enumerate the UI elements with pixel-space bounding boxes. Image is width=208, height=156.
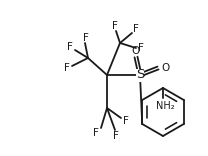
Text: F: F (83, 33, 89, 43)
Text: F: F (67, 42, 73, 52)
Text: O: O (132, 46, 140, 56)
Text: F: F (64, 63, 70, 73)
Text: F: F (112, 21, 118, 31)
Text: F: F (93, 128, 99, 138)
Text: F: F (133, 24, 139, 34)
Text: F: F (113, 131, 119, 141)
Text: F: F (123, 116, 129, 126)
Text: O: O (161, 63, 169, 73)
Text: S: S (136, 68, 144, 81)
Text: F: F (138, 43, 144, 53)
Text: NH₂: NH₂ (156, 101, 174, 111)
